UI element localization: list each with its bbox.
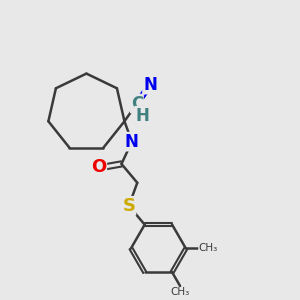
Text: S: S xyxy=(122,197,135,215)
Text: O: O xyxy=(91,158,106,176)
Text: C: C xyxy=(131,94,143,112)
Text: CH₃: CH₃ xyxy=(199,243,218,254)
Text: CH₃: CH₃ xyxy=(170,287,190,297)
Text: H: H xyxy=(135,107,149,125)
Text: N: N xyxy=(143,76,157,94)
Text: N: N xyxy=(125,133,139,151)
